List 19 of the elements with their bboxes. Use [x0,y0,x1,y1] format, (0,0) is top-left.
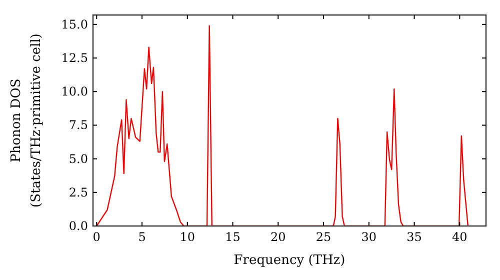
y-tick-label: 7.5 [68,118,88,132]
y-tick-label: 2.5 [68,185,88,200]
y-tick-label: 12.5 [61,51,88,66]
y-tick-label: 0.0 [68,219,88,233]
x-axis-title: Frequency (THz) [234,253,346,268]
x-tick-label: 20 [270,230,286,244]
x-tick-label: 0 [92,230,100,244]
x-tick-label: 15 [225,230,240,244]
y-tick-label: 5.0 [68,152,88,166]
x-tick-label: 35 [406,230,422,244]
y-tick-label: 10.0 [61,84,88,99]
line-series [96,25,469,226]
x-tick-label: 30 [361,230,377,244]
y-tick-label: 15.0 [61,17,88,32]
y-axis-title: Phonon DOS (States/THz·primitive cell) [9,33,44,208]
x-tick-label: 5 [138,230,146,244]
x-tick-label: 40 [452,230,468,244]
x-tick-label: 10 [180,230,196,244]
x-tick-label: 25 [316,230,332,244]
